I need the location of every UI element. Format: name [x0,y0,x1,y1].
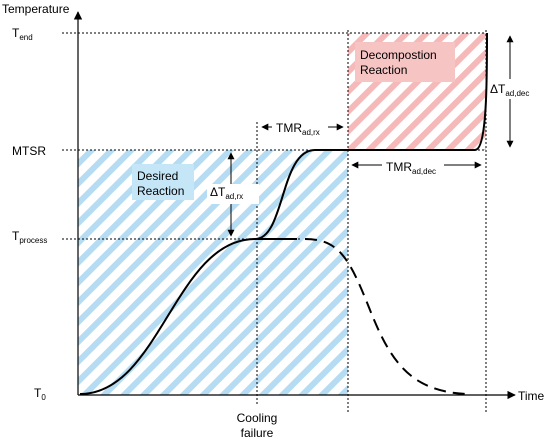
tmr-rx-label-bg [272,116,328,136]
t-process-label: Tprocess [12,229,47,245]
delta-t-dec-label: ΔTad,dec [490,82,529,98]
t-end-label: Tend [12,26,33,42]
x-axis-title: Time [518,389,545,403]
desired-reaction-curve [79,32,488,395]
cooling-failure-label: Cooling failure [237,411,278,440]
delta-t-rx-label-bg [207,184,259,204]
decomposition-reaction-label: Decompostion Reaction [360,48,437,77]
cooling-decline-curve [304,238,471,395]
mtsr-label: MTSR [12,144,46,158]
delta-t-rx-label: ΔTad,rx [210,185,243,201]
t-zero-label: T0 [34,386,46,402]
desired-reaction-label-box [132,164,194,200]
desired-reaction-label: Desired Reaction [137,169,184,198]
tmr-dec-label-bg [382,155,444,175]
tmr-dec-label: TMRad,dec [386,160,436,176]
decomposition-reaction-label-box [355,42,455,82]
tmr-rx-label: TMRad,rx [276,121,320,137]
delta-t-dec-label-bg [489,79,545,99]
y-axis-title: Temperature [2,2,70,16]
